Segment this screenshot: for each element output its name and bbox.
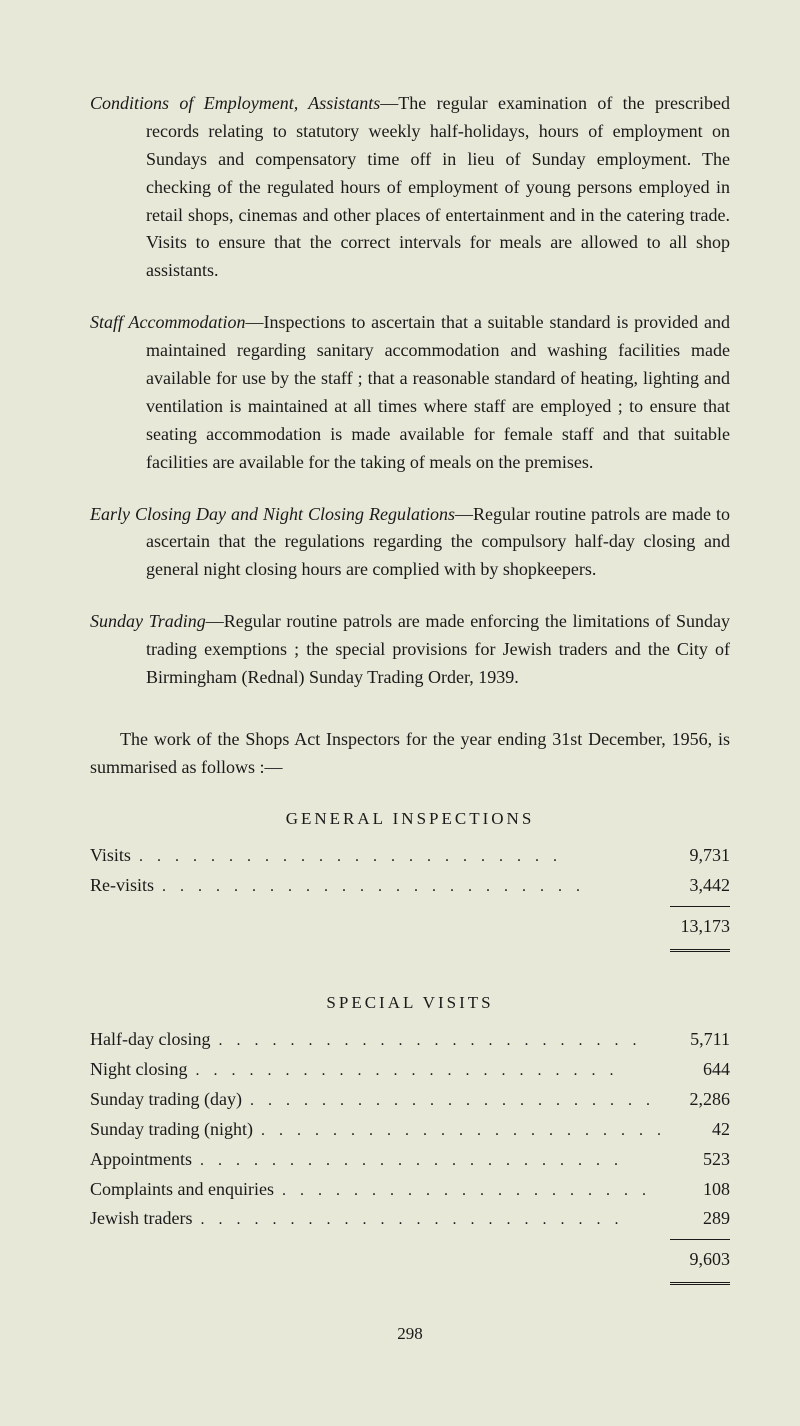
rule-line — [670, 906, 730, 907]
lead-italic: Sunday Trading — [90, 611, 206, 631]
lead-italic: Early Closing Day and Night Closing Regu… — [90, 504, 455, 524]
leader-dots: ........................ — [274, 1179, 660, 1204]
total-value: 9,603 — [690, 1246, 731, 1274]
table-row: Jewish traders ........................ … — [90, 1205, 730, 1233]
row-label: Sunday trading (day) — [90, 1086, 242, 1114]
row-label: Night closing — [90, 1056, 188, 1084]
row-value: 9,731 — [660, 842, 730, 870]
para-text: —Inspections to ascertain that a suitabl… — [146, 312, 730, 471]
paragraph-sunday-trading: Sunday Trading—Regular routine patrols a… — [90, 608, 730, 692]
leader-dots: ........................ — [192, 1149, 660, 1174]
row-label: Complaints and enquiries — [90, 1176, 274, 1204]
double-rule — [670, 1282, 730, 1285]
table-row: Re-visits ........................ 3,442 — [90, 872, 730, 900]
row-value: 289 — [660, 1205, 730, 1233]
leader-dots: ........................ — [131, 845, 660, 870]
row-value: 42 — [660, 1116, 730, 1144]
paragraph-early-closing: Early Closing Day and Night Closing Regu… — [90, 501, 730, 585]
row-label: Re-visits — [90, 872, 154, 900]
row-label: Appointments — [90, 1146, 192, 1174]
leader-dots: ........................ — [242, 1089, 660, 1114]
leader-dots: ........................ — [253, 1119, 660, 1144]
lead-italic: Conditions of Employment, Assistants — [90, 93, 380, 113]
para-text: —The regular examination of the prescrib… — [146, 93, 730, 280]
row-value: 644 — [660, 1056, 730, 1084]
total-value: 13,173 — [681, 913, 731, 941]
table-title-special: SPECIAL VISITS — [90, 990, 730, 1016]
para-text: —Regular routine patrols are made enforc… — [146, 611, 730, 687]
total-row: 13,173 — [90, 913, 730, 941]
table-title-general: GENERAL INSPECTIONS — [90, 806, 730, 832]
table-row: Half-day closing .......................… — [90, 1026, 730, 1054]
table-row: Complaints and enquiries ...............… — [90, 1176, 730, 1204]
row-value: 3,442 — [660, 872, 730, 900]
table-row: Appointments ........................ 52… — [90, 1146, 730, 1174]
paragraph-staff: Staff Accommodation—Inspections to ascer… — [90, 309, 730, 476]
leader-dots: ........................ — [192, 1208, 660, 1233]
page-number: 298 — [90, 1321, 730, 1347]
rule-line — [670, 1239, 730, 1240]
row-label: Half-day closing — [90, 1026, 210, 1054]
leader-dots: ........................ — [210, 1029, 660, 1054]
lead-italic: Staff Accommodation — [90, 312, 246, 332]
para-text: The work of the Shops Act Inspectors for… — [90, 729, 730, 777]
paragraph-summary: The work of the Shops Act Inspectors for… — [90, 726, 730, 782]
paragraph-conditions: Conditions of Employment, Assistants—The… — [90, 90, 730, 285]
leader-dots: ........................ — [188, 1059, 661, 1084]
row-value: 523 — [660, 1146, 730, 1174]
row-value: 108 — [660, 1176, 730, 1204]
row-value: 5,711 — [660, 1026, 730, 1054]
total-row: 9,603 — [90, 1246, 730, 1274]
table-row: Visits ........................ 9,731 — [90, 842, 730, 870]
row-label: Visits — [90, 842, 131, 870]
row-value: 2,286 — [660, 1086, 730, 1114]
table-row: Night closing ........................ 6… — [90, 1056, 730, 1084]
row-label: Sunday trading (night) — [90, 1116, 253, 1144]
leader-dots: ........................ — [154, 875, 660, 900]
table-row: Sunday trading (day) ...................… — [90, 1086, 730, 1114]
table-row: Sunday trading (night) .................… — [90, 1116, 730, 1144]
row-label: Jewish traders — [90, 1205, 192, 1233]
